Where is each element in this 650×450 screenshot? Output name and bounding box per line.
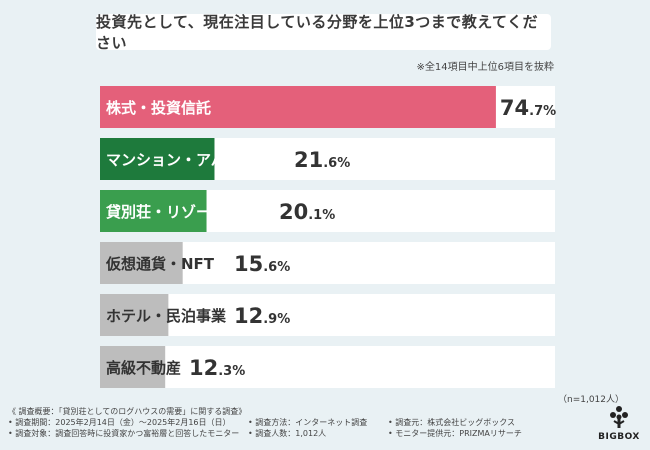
value-label: 21.6% [294, 148, 350, 172]
bar-track [100, 294, 555, 336]
bigbox-logo: BIGBOX [596, 404, 642, 448]
bar-label: 貸別荘・リゾート不動産 [106, 203, 271, 221]
value-label: 15.6% [234, 252, 290, 276]
survey-organizer: • 調査元：株式会社ビッグボックス [388, 418, 516, 427]
survey-method: • 調査方法：インターネット調査 [248, 418, 368, 427]
survey-provider: • モニター提供元：PRIZMAリサーチ [388, 429, 522, 438]
survey-overview-title: 《 調査概要：「貸別荘としてのログハウスの需要」に関する調査》 [8, 407, 247, 416]
value-label: 74.7% [500, 96, 556, 120]
value-label: 12.9% [234, 304, 290, 328]
bar-label: 株式・投資信託 [106, 99, 211, 117]
bar-label: 高級不動産 [106, 359, 181, 377]
survey-overview: 《 調査概要：「貸別荘としてのログハウスの需要」に関する調査》 • 調査期間：2… [8, 406, 548, 439]
bar-label: マンション・アパート経営 [106, 151, 286, 169]
bar-chart: 株式・投資信託 74.7% マンション・アパート経営 21.6% 貸別荘・リゾート不動産… [100, 86, 556, 388]
bar-4 [100, 294, 169, 336]
bar-label: ホテル・民泊事業 [106, 307, 227, 325]
value-label: 12.3% [189, 356, 245, 380]
logo-text: BIGBOX [598, 432, 640, 442]
sample-size-label: （n=1,012人） [557, 395, 624, 405]
bar-3 [100, 242, 183, 284]
tree-icon [610, 406, 628, 428]
bar-5 [100, 346, 166, 388]
survey-period: • 調査期間：2025年2月14日（金）～2025年2月16日（日） [8, 418, 231, 427]
bar-1 [100, 138, 215, 180]
chart-note: ※全14項目中上位6項目を抜粋 [416, 62, 554, 73]
chart-title: 投資先として、現在注目している分野を上位3つまで教えてください [96, 13, 551, 52]
bar-track [100, 346, 555, 388]
survey-respondents: • 調査人数：1,012人 [248, 429, 327, 438]
bar-label: 仮想通貨・NFT [105, 255, 215, 273]
bar-2 [100, 190, 207, 232]
survey-target: • 調査対象：調査回答時に投資家かつ富裕層と回答したモニター [8, 429, 240, 438]
bar-0 [100, 86, 496, 128]
value-label: 20.1% [279, 200, 335, 224]
